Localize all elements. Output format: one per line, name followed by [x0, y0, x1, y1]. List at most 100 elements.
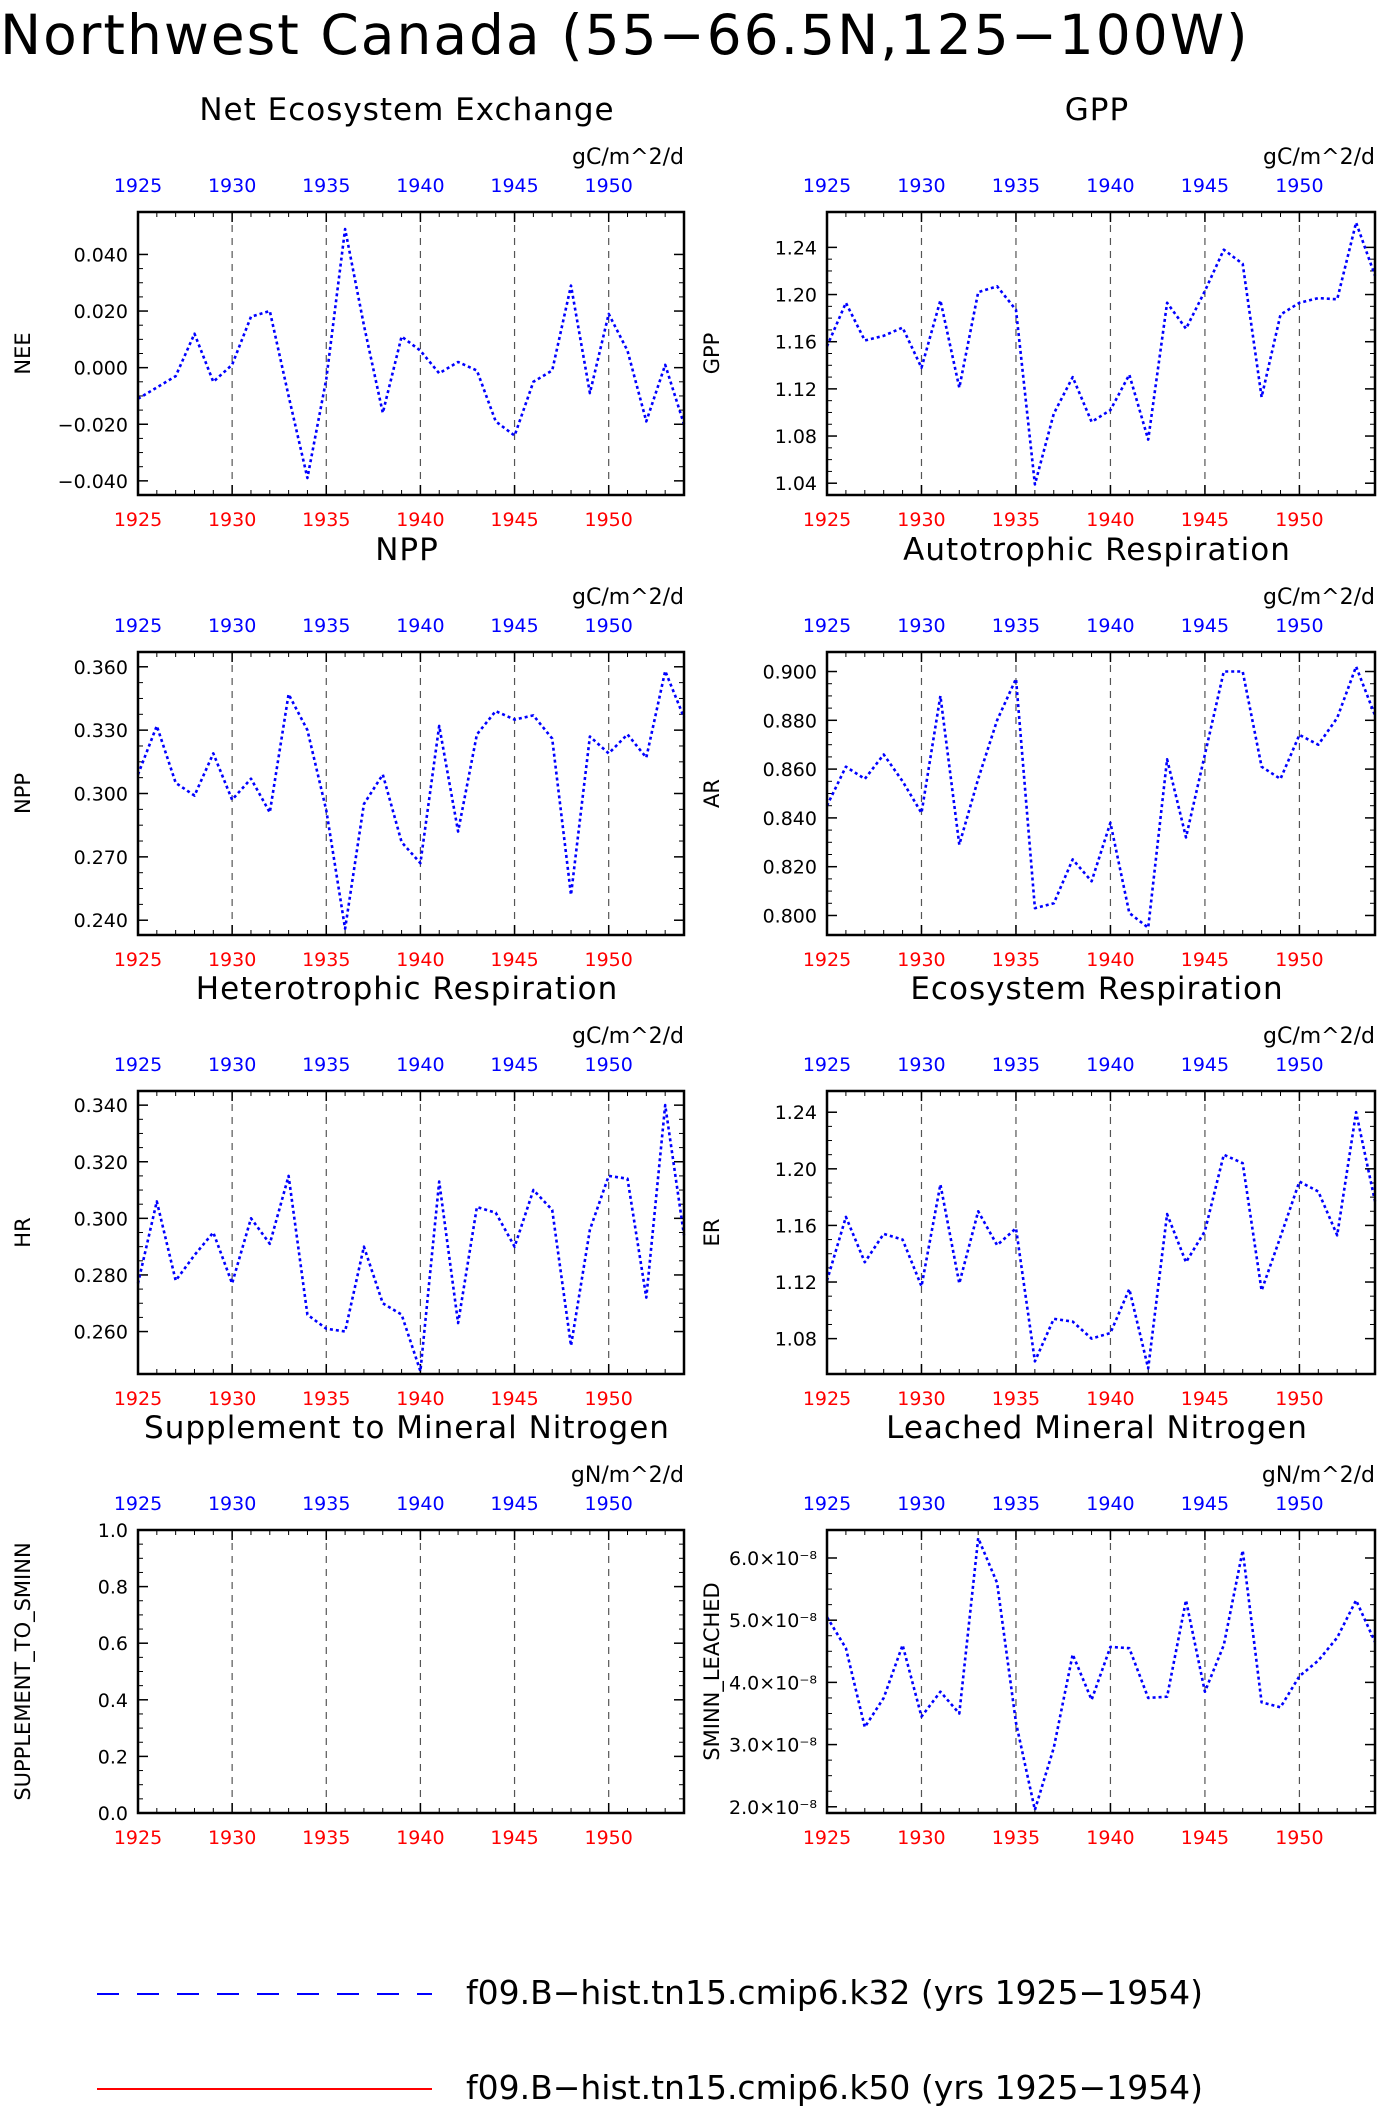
panel4-ytick-label-2: 0.840 [763, 808, 817, 830]
panel5-xtick-label-top-1950: 1950 [585, 1054, 633, 1076]
panel5-xtick-label-bottom-1930: 1930 [208, 1388, 256, 1410]
panel7-xtick-label-bottom-1930: 1930 [208, 1827, 256, 1849]
panel4-xtick-label-top-1950: 1950 [1275, 615, 1323, 637]
panel4-xtick-label-top-1925: 1925 [803, 615, 851, 637]
panel7-ylabel: SUPPLEMENT_TO_SMINN [11, 1542, 36, 1800]
panel7-xtick-label-bottom-1935: 1935 [302, 1827, 350, 1849]
panel5-xtick-label-bottom-1925: 1925 [114, 1388, 162, 1410]
panel5-xtick-label-top-1930: 1930 [208, 1054, 256, 1076]
panel7-ytick-label-3: 0.6 [98, 1633, 128, 1655]
legend-swatches [97, 1993, 432, 2090]
panel2-xtick-label-bottom-1930: 1930 [897, 509, 945, 531]
panel7-units: gN/m^2/d [571, 1463, 684, 1488]
panel1-plot-frame [136, 210, 686, 497]
panel8-xtick-label-top-1935: 1935 [992, 1493, 1040, 1515]
panel4-ytick-label-0: 0.800 [763, 905, 817, 927]
panel1-title: Net Ecosystem Exchange [199, 92, 614, 128]
panel6-xtick-label-top-1950: 1950 [1275, 1054, 1323, 1076]
panel7-xtick-label-bottom-1950: 1950 [585, 1827, 633, 1849]
panel1-xtick-label-top-1940: 1940 [396, 175, 444, 197]
panel6-ytick-label-4: 1.24 [775, 1102, 817, 1124]
panel6-series-line-0 [825, 1110, 1377, 1370]
panel5-xtick-label-bottom-1935: 1935 [302, 1388, 350, 1410]
panel6-xtick-label-bottom-1940: 1940 [1086, 1388, 1134, 1410]
panel7-xtick-label-top-1950: 1950 [585, 1493, 633, 1515]
panel4-xtick-label-bottom-1950: 1950 [1275, 949, 1323, 971]
panel3-plot-frame [136, 650, 686, 937]
panel3-xtick-label-top-1925: 1925 [114, 615, 162, 637]
panel3-ytick-label-2: 0.300 [74, 784, 128, 806]
panel6-xtick-label-top-1945: 1945 [1181, 1054, 1229, 1076]
panel7-ytick-label-5: 1.0 [98, 1520, 128, 1542]
panel1-units: gC/m^2/d [572, 145, 684, 170]
panel5-ytick-label-4: 0.340 [74, 1095, 128, 1117]
panel2-xtick-label-top-1950: 1950 [1275, 175, 1323, 197]
panel1-xtick-label-top-1935: 1935 [302, 175, 350, 197]
panel8-xtick-label-bottom-1945: 1945 [1181, 1827, 1229, 1849]
panel7-xtick-label-top-1945: 1945 [490, 1493, 538, 1515]
panel1-xtick-label-top-1930: 1930 [208, 175, 256, 197]
panel4-xtick-label-bottom-1925: 1925 [803, 949, 851, 971]
panel1-ytick-label-2: 0.000 [74, 358, 128, 380]
panel8-xtick-label-bottom-1940: 1940 [1086, 1827, 1134, 1849]
panel2-xtick-label-top-1935: 1935 [992, 175, 1040, 197]
panel6-xtick-label-bottom-1925: 1925 [803, 1388, 851, 1410]
panel8-ytick-label-1: 3.0×10⁻⁸ [729, 1735, 817, 1757]
panel5-units: gC/m^2/d [572, 1024, 684, 1049]
panel1-xtick-label-bottom-1945: 1945 [490, 509, 538, 531]
panel2-xtick-label-bottom-1950: 1950 [1275, 509, 1323, 531]
panel2-ytick-label-5: 1.24 [775, 237, 817, 259]
panel4-units: gC/m^2/d [1263, 585, 1375, 610]
panel4-plot-frame [825, 650, 1377, 937]
panel4-xtick-label-bottom-1945: 1945 [1181, 949, 1229, 971]
panel6-ytick-label-2: 1.16 [775, 1215, 817, 1237]
panel8-xtick-label-bottom-1935: 1935 [992, 1827, 1040, 1849]
panel2-title: GPP [1065, 92, 1129, 128]
panel3-ytick-label-4: 0.360 [74, 657, 128, 679]
panel3-xtick-label-top-1945: 1945 [490, 615, 538, 637]
panel3-xtick-label-top-1930: 1930 [208, 615, 256, 637]
panel5-plot-frame [136, 1089, 686, 1376]
panel6-xtick-label-top-1940: 1940 [1086, 1054, 1134, 1076]
panel7-xtick-label-bottom-1945: 1945 [490, 1827, 538, 1849]
panel4-xtick-label-top-1945: 1945 [1181, 615, 1229, 637]
panel5-xtick-label-bottom-1950: 1950 [585, 1388, 633, 1410]
panel2-xtick-label-bottom-1935: 1935 [992, 509, 1040, 531]
panel2-series-line-0 [825, 221, 1377, 486]
panel3-series-line-0 [136, 669, 686, 931]
panel8-ylabel: SMINN_LEACHED [700, 1582, 725, 1760]
panel5-ytick-label-1: 0.280 [74, 1265, 128, 1287]
panel1-xtick-label-top-1925: 1925 [114, 175, 162, 197]
panel3-title: NPP [375, 532, 439, 568]
panel7-ytick-label-0: 0.0 [98, 1803, 128, 1825]
panel1-ylabel: NEE [11, 332, 35, 374]
panel7-xtick-label-bottom-1925: 1925 [114, 1827, 162, 1849]
panel5-xtick-label-top-1935: 1935 [302, 1054, 350, 1076]
panel7-ytick-label-2: 0.4 [98, 1690, 128, 1712]
panel8-xtick-label-top-1930: 1930 [897, 1493, 945, 1515]
panel2-plot-frame [825, 210, 1377, 497]
panel2-ytick-label-1: 1.08 [775, 426, 817, 448]
panel3-xtick-label-bottom-1940: 1940 [396, 949, 444, 971]
panel4-ytick-label-3: 0.860 [763, 759, 817, 781]
panel5-xtick-label-bottom-1940: 1940 [396, 1388, 444, 1410]
panel2-xtick-label-top-1945: 1945 [1181, 175, 1229, 197]
panel5-xtick-label-top-1945: 1945 [490, 1054, 538, 1076]
panel4-xtick-label-top-1940: 1940 [1086, 615, 1134, 637]
panel1-ytick-label-4: 0.040 [74, 244, 128, 266]
panel6-xtick-label-top-1935: 1935 [992, 1054, 1040, 1076]
panel3-xtick-label-top-1935: 1935 [302, 615, 350, 637]
panel2-xtick-label-top-1930: 1930 [897, 175, 945, 197]
panel4-xtick-label-bottom-1930: 1930 [897, 949, 945, 971]
panel1-xtick-label-bottom-1935: 1935 [302, 509, 350, 531]
panel3-xtick-label-bottom-1930: 1930 [208, 949, 256, 971]
panel5-series-line-0 [136, 1103, 686, 1373]
panel5-title: Heterotrophic Respiration [196, 971, 618, 1007]
panel3-ylabel: NPP [11, 773, 35, 814]
panel5-ytick-label-3: 0.320 [74, 1152, 128, 1174]
panel6-xtick-label-bottom-1945: 1945 [1181, 1388, 1229, 1410]
panel1-xtick-label-top-1945: 1945 [490, 175, 538, 197]
panel8-ytick-label-0: 2.0×10⁻⁸ [729, 1797, 817, 1819]
panel8-ytick-label-3: 5.0×10⁻⁸ [729, 1610, 817, 1632]
panel6-xtick-label-bottom-1950: 1950 [1275, 1388, 1323, 1410]
